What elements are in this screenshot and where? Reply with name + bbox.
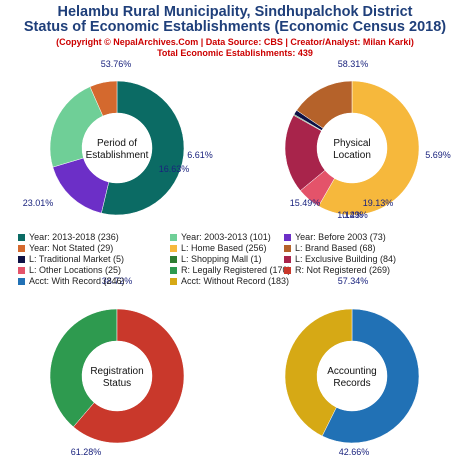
chart-title-line1: Helambu Rural Municipality, Sindhupalcho… <box>57 4 413 20</box>
legend-swatch <box>284 244 291 252</box>
pct-label-l-other-locations: 5.69% <box>425 150 451 160</box>
legend-text: L: Shopping Mall (1) <box>181 254 262 264</box>
pct-label-year-2003-2013: 23.01% <box>23 198 54 208</box>
pct-label-acct-without-record: 42.66% <box>339 447 370 457</box>
legend-item-l-traditional-market-5: L: Traditional Market (5) <box>18 254 124 264</box>
legend-item-l-brand-based-68: L: Brand Based (68) <box>284 243 376 253</box>
pct-label-r-legally-registered: 38.72% <box>102 276 133 286</box>
legend-swatch <box>18 255 25 263</box>
legend-text: R: Legally Registered (170) <box>181 265 291 275</box>
legend-item-acct-without-record-183: Acct: Without Record (183) <box>170 276 289 286</box>
pct-label-l-shopping-mall: 0.23% <box>342 210 368 220</box>
legend-swatch <box>18 244 25 252</box>
legend-item-year-2003-2013-101: Year: 2003-2013 (101) <box>170 232 271 242</box>
pct-label-year-2013-2018: 53.76% <box>101 59 132 69</box>
legend-swatch <box>170 233 177 241</box>
donut-center-label: Records <box>333 378 370 389</box>
donut-hole <box>82 113 152 183</box>
chart-legend: Year: 2013-2018 (236) Year: 2003-2013 (10… <box>0 232 470 292</box>
legend-item-r-legally-registered-170: R: Legally Registered (170) <box>170 265 291 275</box>
legend-item-acct-with-record-246: Acct: With Record (246) <box>18 276 125 286</box>
legend-item-r-not-registered-269: R: Not Registered (269) <box>284 265 390 275</box>
donut-center-label: Period of <box>97 138 137 149</box>
donut-hole <box>317 113 387 183</box>
pct-label-year-not-stated: 6.61% <box>187 150 213 160</box>
donut-hole <box>317 341 387 411</box>
pct-label-year-before-2003: 16.63% <box>159 164 190 174</box>
donut-center-label: Accounting <box>327 366 376 377</box>
legend-text: L: Exclusive Building (84) <box>295 254 397 264</box>
legend-swatch <box>170 244 177 252</box>
legend-swatch <box>170 255 177 263</box>
legend-item-l-exclusive-building-84: L: Exclusive Building (84) <box>284 254 396 264</box>
total-establishments: Total Economic Establishments: 439 <box>157 48 313 58</box>
pct-label-l-home-based: 58.31% <box>338 59 369 69</box>
legend-text: L: Home Based (256) <box>181 243 267 253</box>
legend-swatch <box>284 233 291 241</box>
legend-item-l-home-based-256: L: Home Based (256) <box>170 243 267 253</box>
pct-label-l-traditional-market: 1.14% <box>337 210 363 220</box>
pct-label-l-exclusive-building: 19.13% <box>363 198 394 208</box>
legend-swatch <box>170 266 177 274</box>
donut-center-label: Registration <box>90 366 143 377</box>
legend-swatch <box>18 266 25 274</box>
pct-label-l-brand-based: 15.49% <box>290 198 321 208</box>
pct-label-r-not-registered: 61.28% <box>71 447 102 457</box>
legend-swatch <box>284 255 291 263</box>
legend-text: Year: Before 2003 (73) <box>295 232 386 242</box>
legend-text: L: Other Locations (25) <box>29 265 122 275</box>
chart-title-line2: Status of Economic Establishments (Econo… <box>23 19 447 35</box>
legend-swatch <box>18 277 25 285</box>
legend-item-year-not-stated-29: Year: Not Stated (29) <box>18 243 113 253</box>
slice-r-legally-registered <box>49 308 118 428</box>
legend-item-year-2013-2018-236: Year: 2013-2018 (236) <box>18 232 119 242</box>
legend-swatch <box>170 277 177 285</box>
legend-text: Year: 2003-2013 (101) <box>181 232 271 242</box>
donut-center-label: Establishment <box>86 150 149 161</box>
legend-text: Year: Not Stated (29) <box>29 243 114 253</box>
copyright-note: (Copyright © NepalArchives.Com | Data So… <box>56 37 414 47</box>
legend-item-l-other-locations-25: L: Other Locations (25) <box>18 265 121 275</box>
donut-hole <box>82 341 152 411</box>
legend-swatch <box>284 266 291 274</box>
legend-text: L: Traditional Market (5) <box>29 254 125 264</box>
pct-label-acct-with-record: 57.34% <box>338 276 369 286</box>
donut-center-label: Physical <box>333 138 370 149</box>
legend-text: Year: 2013-2018 (236) <box>29 232 119 242</box>
legend-text: Acct: With Record (246) <box>29 276 125 286</box>
legend-text: Acct: Without Record (183) <box>181 276 290 286</box>
donut-center-label: Status <box>103 378 131 389</box>
donut-center-label: Location <box>333 150 371 161</box>
legend-swatch <box>18 233 25 241</box>
legend-item-l-shopping-mall-1: L: Shopping Mall (1) <box>170 254 262 264</box>
legend-text: R: Not Registered (269) <box>295 265 391 275</box>
legend-text: L: Brand Based (68) <box>295 243 376 253</box>
legend-item-year-before-2003-73: Year: Before 2003 (73) <box>284 232 386 242</box>
